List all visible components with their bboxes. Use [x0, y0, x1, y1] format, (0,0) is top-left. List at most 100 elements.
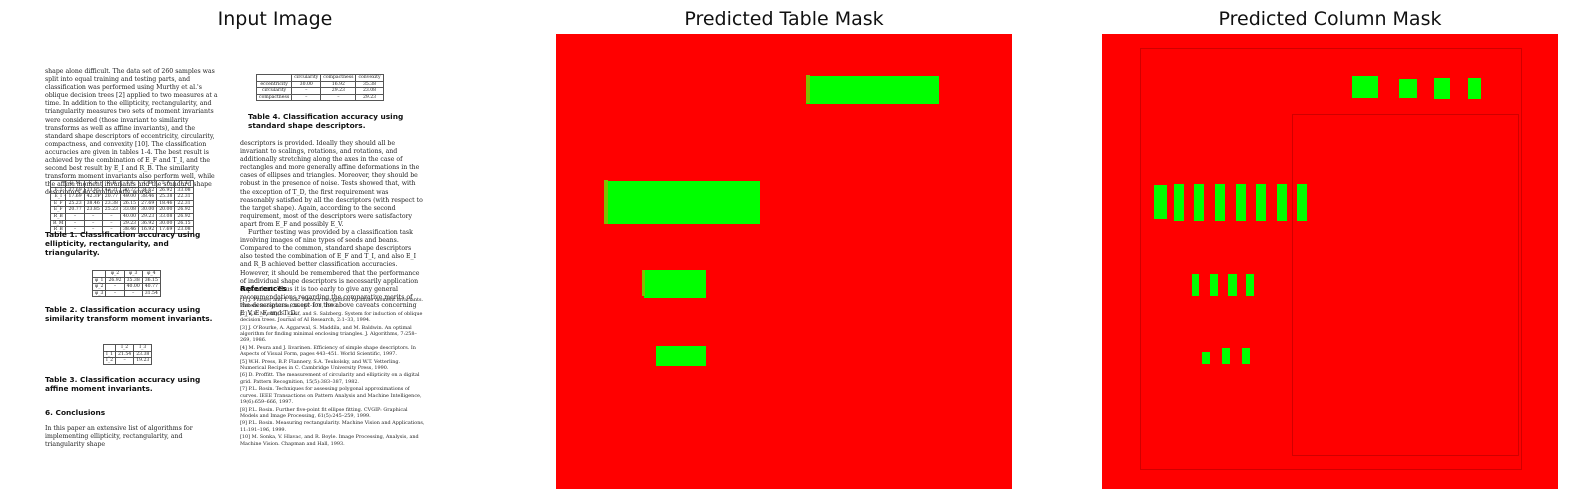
table-cell: 40.00	[119, 193, 140, 201]
column-mask-title: Predicted Column Mask	[1218, 8, 1442, 30]
table-header-cell: R_B	[101, 180, 121, 188]
table-cell: 29.23	[355, 93, 384, 102]
table-cell: 26.92	[156, 186, 176, 195]
column-region	[1210, 274, 1218, 296]
table-cell: 23.85	[83, 206, 103, 214]
conclusions-heading: 6. Conclusions	[45, 408, 106, 417]
table-row: R_M – – –29.23 36.92 30.00 26.15	[49, 219, 194, 228]
table-2: φ_2 φ_3 φ_4 φ_1 26.92 35.38 36.15 φ_2–40.00 40.7…	[91, 270, 161, 298]
table-cell: circularity	[255, 87, 293, 95]
table-region-4	[806, 76, 939, 104]
table-cell: E_I	[49, 186, 67, 195]
table-cell: E_I	[49, 193, 67, 201]
table-3: I_2 I_3 I_1 21.54 23.38 I_2–19.23	[102, 344, 153, 365]
table-cell: 21.54	[115, 350, 135, 359]
table-header-cell: T_T	[174, 180, 194, 188]
table-row: E_F 25.23 38.46 23.38 26.15 27.69 18.46 22.31	[49, 199, 194, 208]
table-cell: –	[115, 357, 135, 365]
table-cell: 40.00	[123, 283, 143, 291]
column-region	[1236, 184, 1246, 221]
table-header-cell	[49, 180, 67, 188]
reference-item: [6] D. Proffitt. The measurement of circ…	[240, 372, 420, 385]
table-cell: 38.46	[83, 199, 103, 208]
table-cell: –	[105, 283, 125, 291]
column-region	[1202, 352, 1210, 364]
table-cell: 36.15	[141, 276, 161, 285]
table-cell: 33.08	[156, 212, 176, 221]
table-cell: –	[291, 87, 322, 95]
reference-item: [7] P.L. Rosin. Techniques for assessing…	[240, 386, 422, 406]
table-header-row: E_M E_F R_B T_I T_B T_A T_T	[49, 180, 194, 188]
table-1-caption: Table 1. Classification accuracy using e…	[45, 230, 201, 257]
table-header-cell: φ_2	[105, 270, 125, 278]
table-cell: 20.77	[65, 206, 85, 214]
table-cell: –	[65, 212, 85, 221]
reference-item: [5] W.H. Press, B.P. Flannery, S.A. Teuk…	[240, 358, 401, 372]
table-header-cell: φ_4	[141, 270, 161, 278]
mask-grid-lines	[1140, 48, 1522, 470]
column-region	[1277, 184, 1287, 221]
table-cell: 22.31	[174, 193, 194, 201]
table-mask-title: Predicted Table Mask	[684, 8, 884, 30]
table-header-cell: E_M	[65, 180, 85, 188]
input-image-title: Input Image	[217, 8, 333, 30]
table-header-cell	[255, 74, 293, 82]
table-row: R_B – – –40.00 29.23 33.08 26.92	[49, 212, 194, 221]
table-cell: 26.92	[174, 206, 194, 214]
table-region-3	[656, 346, 706, 366]
table-row: R_B – – –38.46 16.92 17.69 23.08	[49, 226, 194, 234]
column-region	[1174, 184, 1184, 221]
table-cell: eccentricity	[255, 80, 293, 89]
table-cell: –	[83, 212, 103, 221]
table-cell: 30.00	[291, 80, 322, 89]
reference-item: [4] M. Peura and J. Iivarinen. Efficienc…	[240, 344, 416, 358]
table-cell: 40.77	[141, 283, 161, 291]
references-list: [1] J. Flusser and T. Suk. Pattern recog…	[240, 297, 426, 448]
table-header-cell: T_B	[138, 180, 158, 188]
reference-item: [10] M. Sonka, V. Hlavac, and R. Boyle. …	[240, 434, 419, 447]
table-row: circularity –29.23 23.08	[255, 87, 384, 95]
table-region-1	[607, 181, 760, 224]
column-region	[1194, 184, 1204, 221]
table-cell: φ_1	[91, 276, 107, 285]
table-cell: –	[101, 219, 121, 228]
table-cell: 31.54	[141, 289, 161, 298]
references-heading: References	[240, 284, 287, 293]
column-region	[1256, 184, 1266, 221]
table-header-row: I_2 I_3	[102, 344, 153, 352]
table-header-cell	[102, 344, 117, 352]
mask-grid-lines	[1292, 114, 1519, 456]
right-column-text: descriptors is provided. Ideally they sh…	[240, 140, 423, 317]
table-mask-panel	[556, 34, 1012, 489]
table-cell: 33.08	[119, 206, 140, 214]
column-region	[1399, 79, 1417, 98]
reference-item: [3] J. O'Rourke, A. Aggarwal, S. Maddila…	[240, 324, 417, 344]
table-cell: 29.23	[320, 87, 357, 95]
table-cell: 25.38	[156, 193, 176, 201]
table-header-cell: I_2	[115, 344, 135, 352]
table-header-cell: T_I	[119, 180, 140, 188]
table-cell: 23.08	[355, 87, 384, 95]
table-cell: 25.23	[65, 199, 85, 208]
table-header-cell: circularity	[291, 74, 322, 82]
table-row: I_2–19.23	[102, 357, 153, 365]
table-cell: –	[101, 212, 121, 221]
column-region	[1297, 184, 1307, 221]
table-cell: 29.23	[138, 212, 158, 221]
table-cell: φ_3	[91, 289, 107, 298]
table-cell: –	[65, 219, 85, 228]
column-region	[1192, 274, 1199, 296]
reference-item: [2] S.K. Murthy, S. Kasif, and S. Salzbe…	[240, 310, 423, 324]
table-cell: 37.69	[65, 186, 85, 195]
table-cell: 33.85	[83, 186, 103, 195]
table-header-cell: φ_3	[123, 270, 143, 278]
table-cell: 17.69	[65, 193, 85, 201]
table-cell: 20.00	[156, 206, 176, 214]
conclusions-paragraph: In this paper an extensive list of algor…	[45, 425, 193, 449]
table-cell: I_1	[102, 350, 117, 359]
table-cell: 27.69	[138, 199, 158, 208]
table-cell: 16.92	[320, 80, 357, 89]
table-header-row: circularity compactness convexity	[255, 74, 384, 82]
table-cell: 42.31	[101, 186, 121, 195]
table-cell: 26.15	[174, 219, 194, 228]
